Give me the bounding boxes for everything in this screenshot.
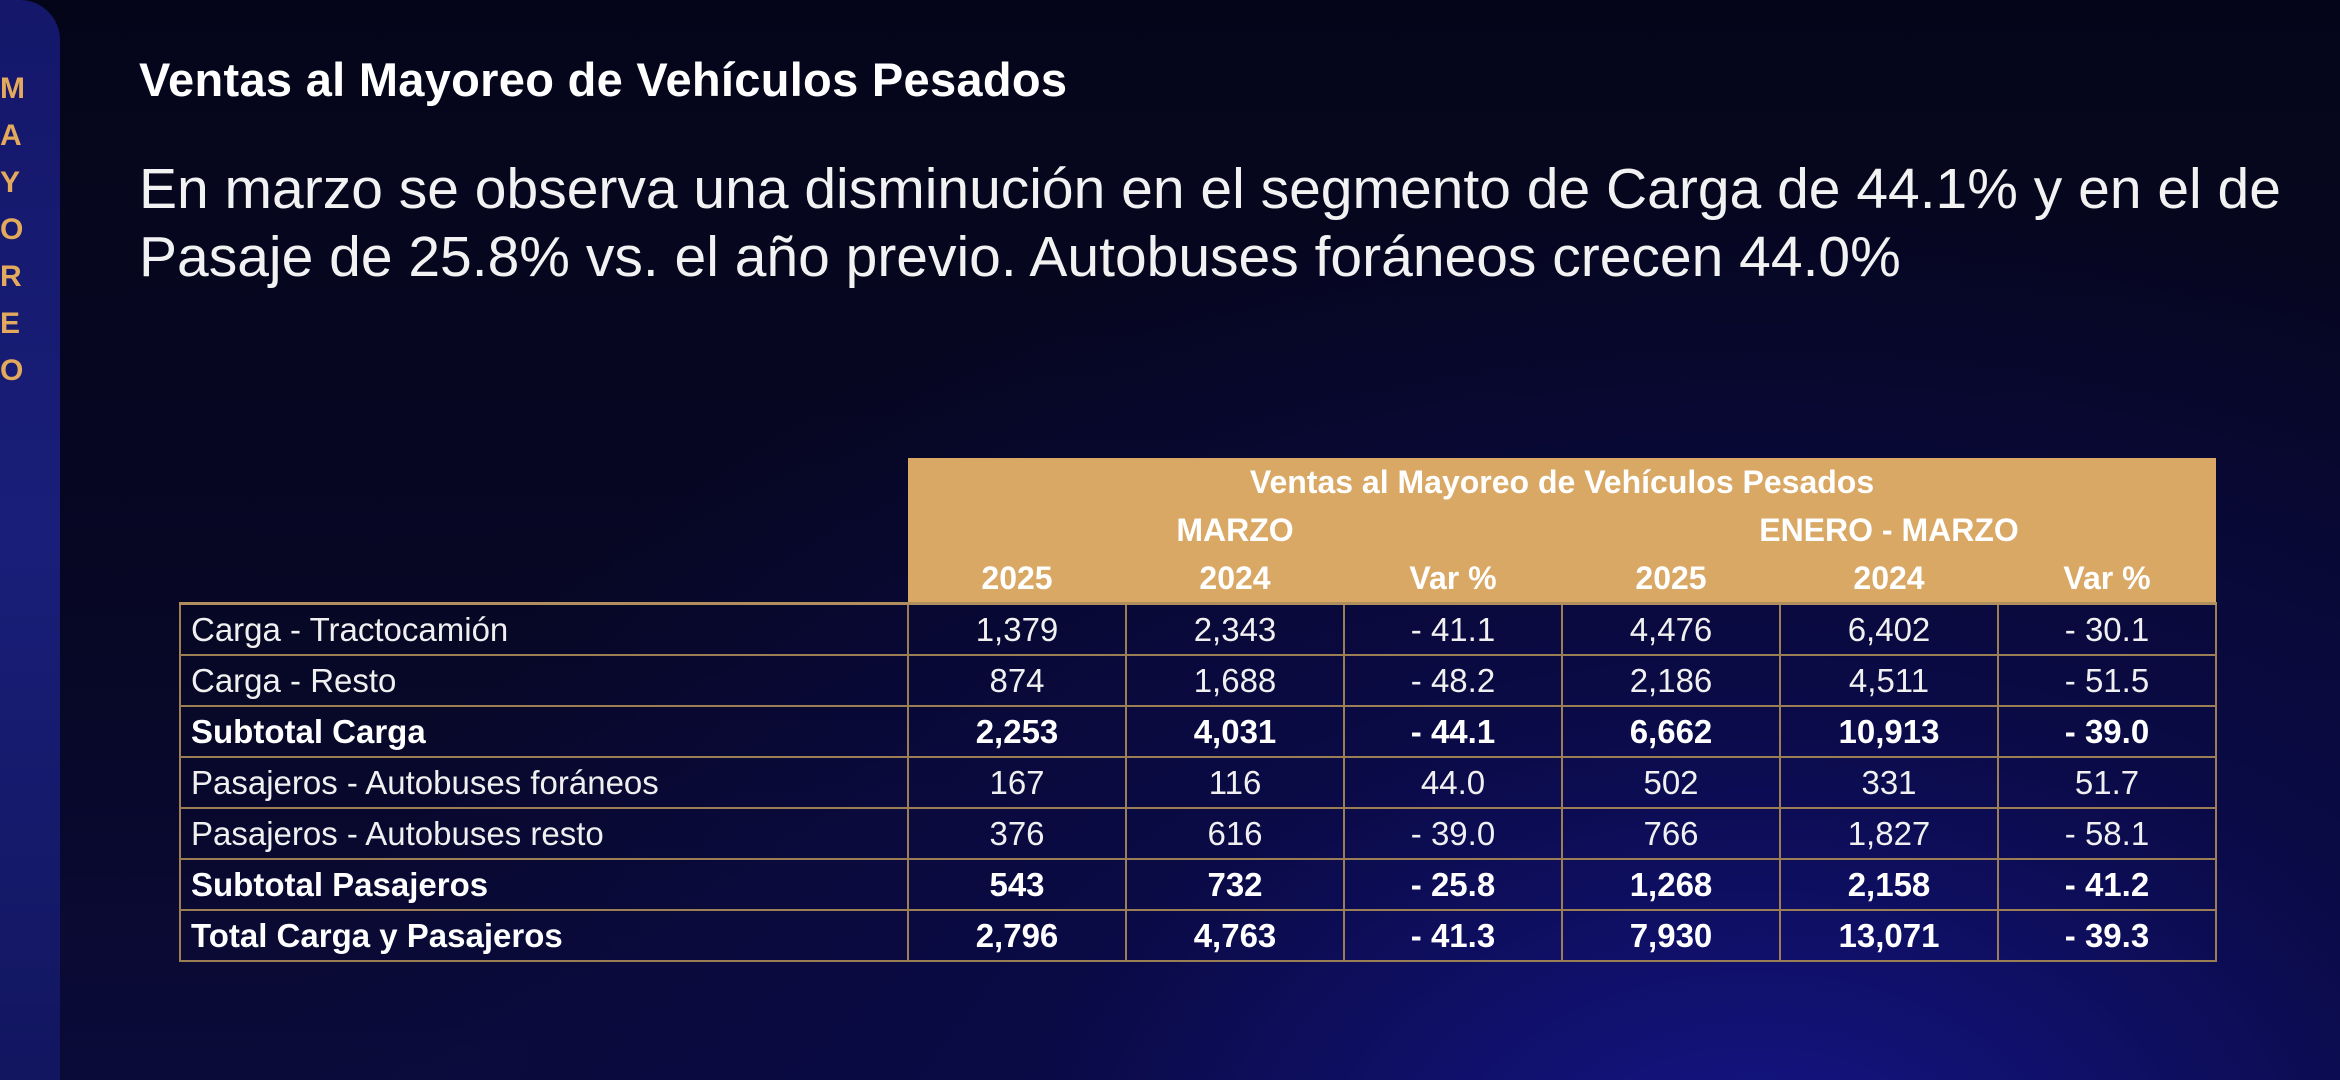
table-row: Carga - Tractocamión 1,379 2,343- 41.1 4,47…: [179, 602, 2217, 656]
column-header: 2024: [1780, 554, 1998, 604]
table-cell: 167: [907, 756, 1127, 809]
sidebar-letter: A: [0, 119, 22, 152]
table-cell: 4,763: [1125, 909, 1345, 962]
table-cell: 874: [907, 654, 1127, 707]
row-label: Pasajeros - Autobuses foráneos: [179, 756, 909, 809]
table-cell: 1,688: [1125, 654, 1345, 707]
table-cell: 10,913: [1779, 705, 1999, 758]
header-spacer: [180, 554, 908, 604]
table-cell: 331: [1779, 756, 1999, 809]
sidebar-letter: M: [0, 72, 25, 105]
table-cell: 4,476: [1561, 602, 1781, 656]
table-cell: - 41.3: [1343, 909, 1563, 962]
table-cell: 4,511: [1779, 654, 1999, 707]
table-cell: 2,186: [1561, 654, 1781, 707]
table-cell: 543: [907, 858, 1127, 911]
group-label-marzo: MARZO: [908, 506, 1562, 554]
table-cell: - 51.5: [1997, 654, 2217, 707]
column-header: 2025: [1562, 554, 1780, 604]
row-label: Subtotal Carga: [179, 705, 909, 758]
table-cell: - 41.1: [1343, 602, 1563, 656]
sidebar-letter: O: [0, 213, 24, 246]
row-label: Subtotal Pasajeros: [179, 858, 909, 911]
table-cell: - 41.2: [1997, 858, 2217, 911]
table-cell: 616: [1125, 807, 1345, 860]
table-cell: 1,379: [907, 602, 1127, 656]
table-cell: 732: [1125, 858, 1345, 911]
table-cell: - 25.8: [1343, 858, 1563, 911]
table-title: Ventas al Mayoreo de Vehículos Pesados: [908, 458, 2216, 506]
table-cell: 2,796: [907, 909, 1127, 962]
column-header: 2024: [1126, 554, 1344, 604]
table-cell: 13,071: [1779, 909, 1999, 962]
table-row: Subtotal Pasajeros 543 732- 25.8 1,268 2,158…: [179, 858, 2217, 911]
table-cell: 7,930: [1561, 909, 1781, 962]
table-row: Pasajeros - Autobuses resto 376 616- 39.0 7…: [179, 807, 2217, 860]
table-cell: - 30.1: [1997, 602, 2217, 656]
sidebar-letter: O: [0, 354, 24, 387]
table-cell: - 58.1: [1997, 807, 2217, 860]
table-cell: 44.0: [1343, 756, 1563, 809]
column-header: 2025: [908, 554, 1126, 604]
table-cell: 6,402: [1779, 602, 1999, 656]
table-cell: 2,343: [1125, 602, 1345, 656]
table-cell: 6,662: [1561, 705, 1781, 758]
sales-table: Ventas al Mayoreo de Vehículos Pesados M…: [179, 458, 2217, 962]
slide-summary: En marzo se observa una disminución en e…: [139, 157, 2281, 289]
table-row: Pasajeros - Autobuses foráneos 167 116 44.0…: [179, 756, 2217, 809]
table-row: Carga - Resto 874 1,688- 48.2 2,186 4,511- 5…: [179, 654, 2217, 707]
table-cell: 2,253: [907, 705, 1127, 758]
group-label-enero-marzo: ENERO - MARZO: [1562, 506, 2216, 554]
table-cell: - 48.2: [1343, 654, 1563, 707]
table-cell: - 39.0: [1997, 705, 2217, 758]
sidebar-letter: E: [0, 307, 21, 340]
row-label: Pasajeros - Autobuses resto: [179, 807, 909, 860]
table-cell: 1,268: [1561, 858, 1781, 911]
table-cell: 376: [907, 807, 1127, 860]
header-spacer: [180, 506, 908, 554]
row-label: Total Carga y Pasajeros: [179, 909, 909, 962]
sidebar-letter: Y: [0, 166, 21, 199]
table-cell: 116: [1125, 756, 1345, 809]
table-cell: 4,031: [1125, 705, 1345, 758]
sidebar-letter: R: [0, 260, 22, 293]
table-cell: 766: [1561, 807, 1781, 860]
table-cell: 2,158: [1779, 858, 1999, 911]
table-cell: - 44.1: [1343, 705, 1563, 758]
table-cell: 1,827: [1779, 807, 1999, 860]
row-label: Carga - Resto: [179, 654, 909, 707]
table-cell: - 39.0: [1343, 807, 1563, 860]
table-cell: 502: [1561, 756, 1781, 809]
column-header: Var %: [1998, 554, 2216, 604]
table-cell: - 39.3: [1997, 909, 2217, 962]
slide-title: Ventas al Mayoreo de Vehículos Pesados: [139, 53, 1068, 106]
table-row: Total Carga y Pasajeros 2,796 4,763- 41.3 7…: [179, 909, 2217, 962]
header-spacer: [180, 458, 908, 506]
table-row: Subtotal Carga 2,253 4,031- 44.1 6,662 10,91…: [179, 705, 2217, 758]
row-label: Carga - Tractocamión: [179, 602, 909, 656]
column-header: Var %: [1344, 554, 1562, 604]
table-cell: 51.7: [1997, 756, 2217, 809]
